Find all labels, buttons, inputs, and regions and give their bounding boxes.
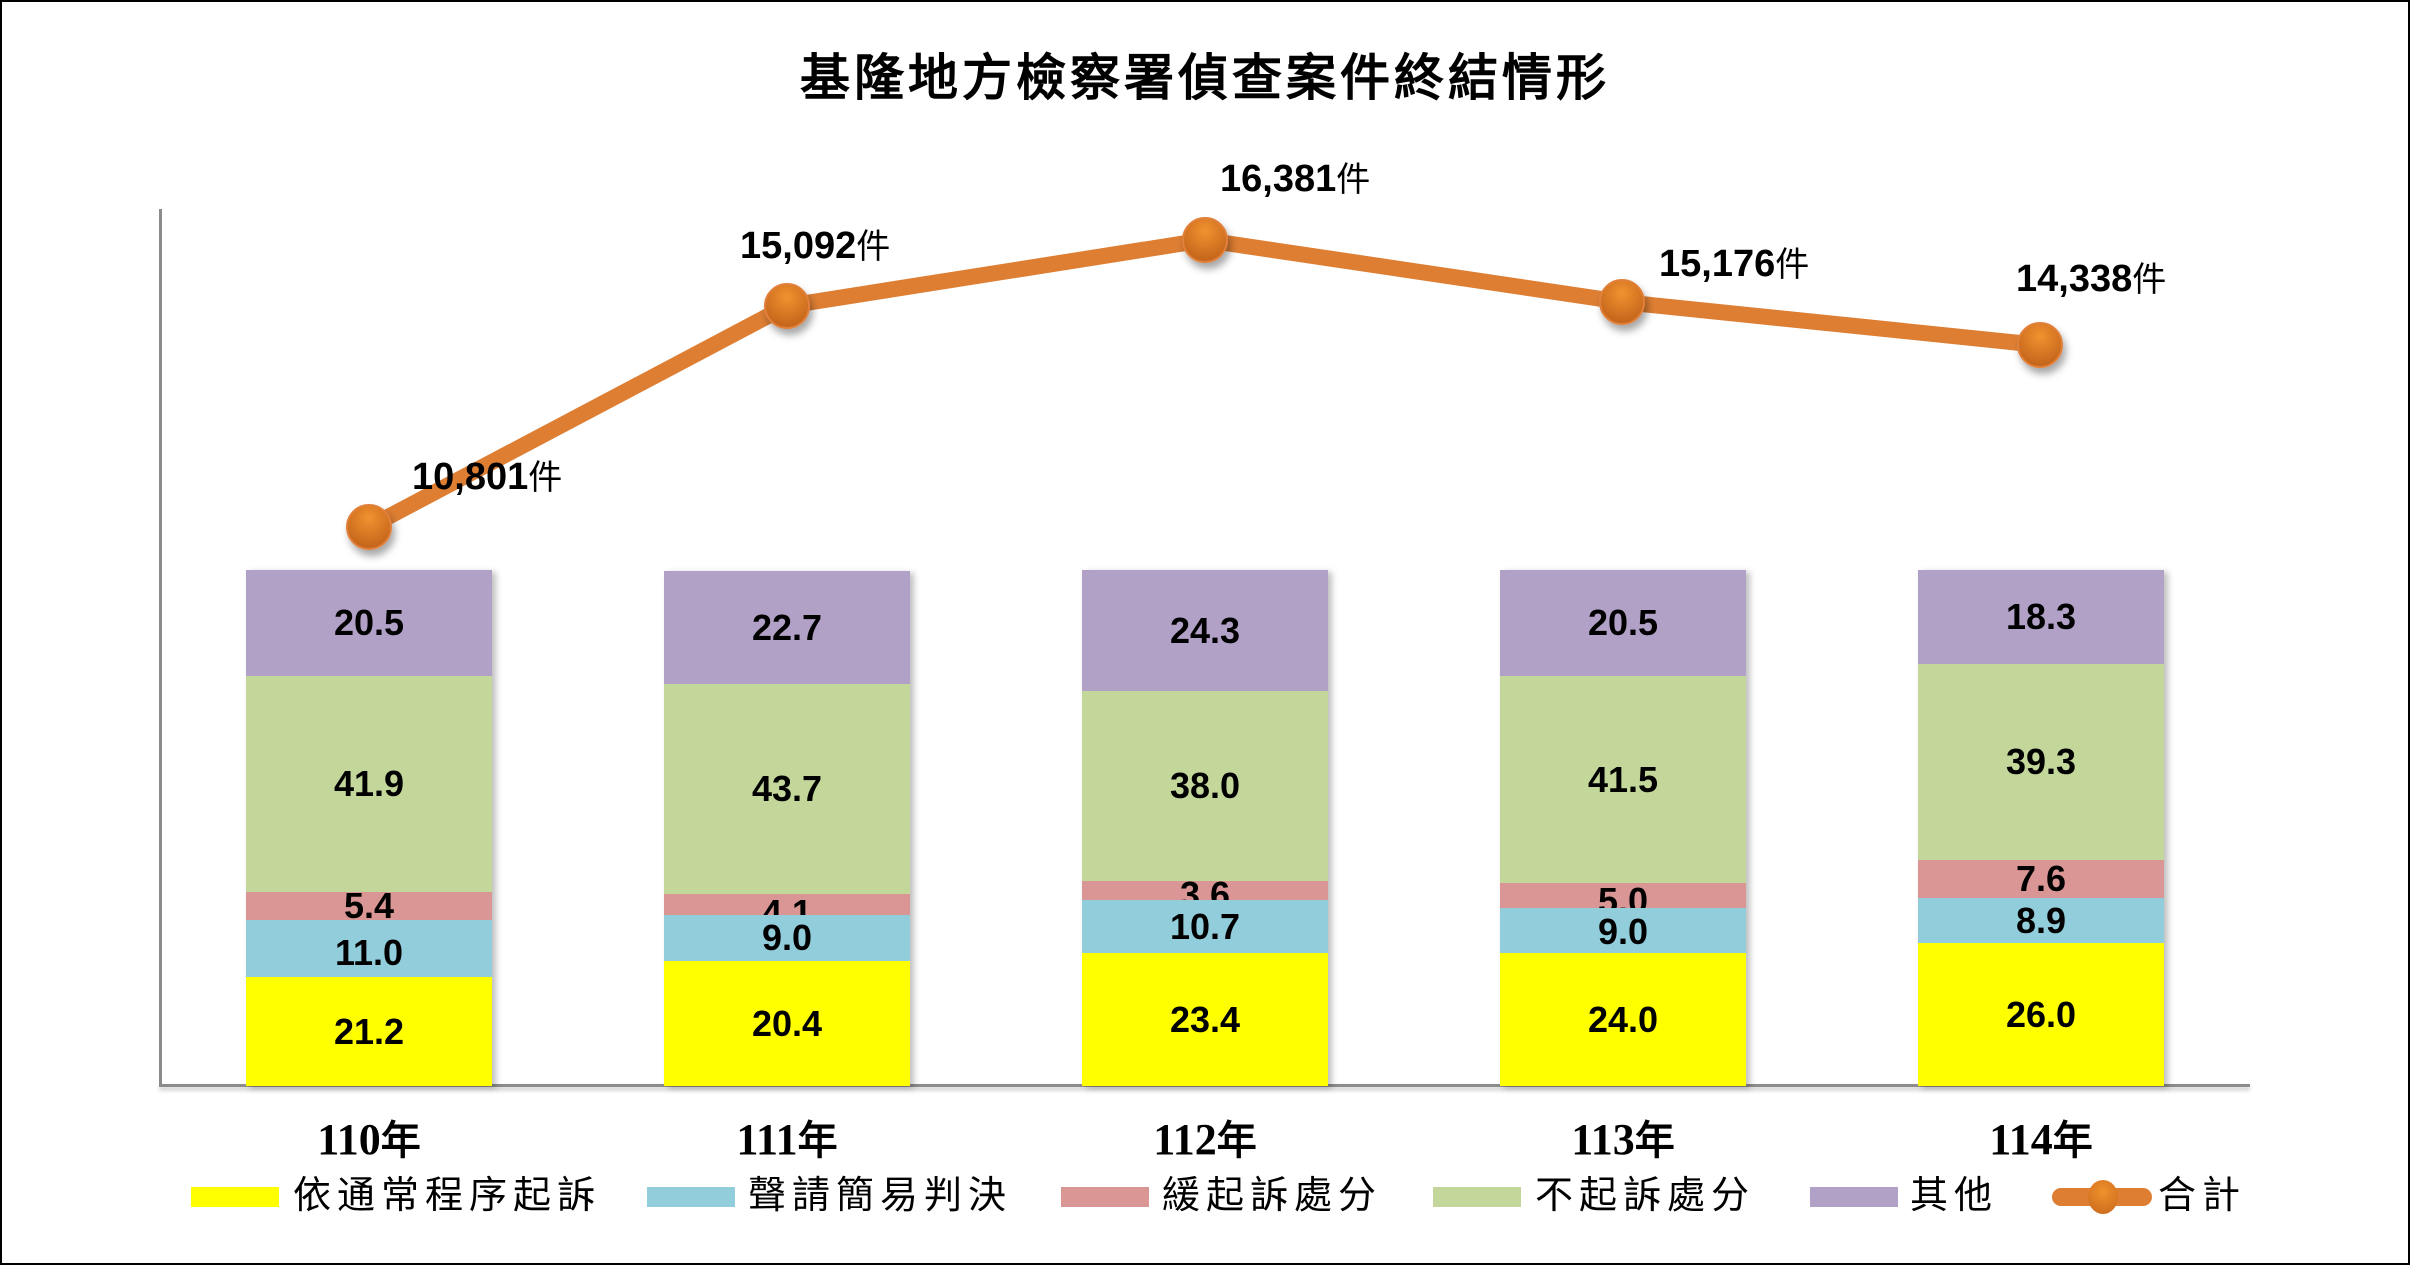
total-label-113: 15,176件 [1659, 245, 1809, 283]
x-label-suffix: 年 [2052, 1117, 2093, 1164]
segment-label: 7.6 [2015, 858, 2067, 899]
segment-indictment: 20.4 [664, 961, 910, 1086]
bar-113: 20.5 41.5 5.0 9.0 24.0 [1500, 570, 1746, 1086]
segment-non-prosecution: 41.9 [246, 676, 492, 892]
x-label-113: 113年 [1500, 1118, 1746, 1162]
x-label-year: 112 [1153, 1115, 1217, 1164]
y-axis-line [159, 209, 162, 1087]
segment-label: 22.7 [751, 606, 823, 648]
segment-indictment: 23.4 [1082, 953, 1328, 1086]
segment-label: 24.3 [1169, 609, 1241, 651]
total-unit: 件 [2132, 260, 2167, 300]
segment-label: 24.0 [1587, 998, 1659, 1040]
total-unit: 件 [1336, 160, 1371, 200]
total-label-114: 14,338件 [2016, 260, 2166, 298]
segment-label: 10.7 [1169, 905, 1241, 947]
segment-label: 9.0 [1597, 910, 1649, 952]
segment-label: 26.0 [2005, 993, 2077, 1035]
total-unit: 件 [856, 227, 891, 267]
segment-summary-judgment: 11.0 [246, 920, 492, 977]
legend-label-indictment: 依通常程序起訴 [293, 1173, 602, 1217]
total-value: 15,092 [740, 225, 857, 267]
segment-label: 9.0 [761, 917, 813, 958]
x-label-114: 114年 [1918, 1118, 2164, 1162]
x-label-110: 110年 [246, 1118, 492, 1162]
segment-summary-judgment: 8.9 [1918, 898, 2164, 943]
segment-non-prosecution: 39.3 [1918, 664, 2164, 860]
segment-non-prosecution: 41.5 [1500, 676, 1746, 883]
segment-summary-judgment: 10.7 [1082, 900, 1328, 953]
legend-swatch-non-prosecution [1433, 1187, 1521, 1207]
bar-111: 22.7 43.7 4.1 9.0 20.4 [664, 571, 910, 1086]
x-label-year: 113 [1571, 1115, 1635, 1164]
segment-label: 18.3 [2005, 596, 2077, 637]
segment-deferred-prosecution: 3.6 [1082, 876, 1328, 912]
segment-summary-judgment: 9.0 [664, 915, 910, 961]
total-value: 15,176 [1659, 243, 1776, 285]
x-label-111: 111年 [664, 1118, 910, 1162]
x-label-suffix: 年 [380, 1117, 421, 1164]
bar-110: 20.5 41.9 5.4 11.0 21.2 [246, 570, 492, 1086]
segment-deferred-prosecution: 5.4 [246, 888, 492, 924]
segment-label: 20.4 [751, 1002, 823, 1044]
x-label-year: 110 [317, 1115, 381, 1164]
segment-other: 18.3 [1918, 570, 2164, 664]
segment-label: 23.4 [1169, 998, 1241, 1040]
total-label-111: 15,092件 [740, 227, 890, 265]
legend-swatch-indictment [191, 1187, 279, 1207]
segment-label: 20.5 [333, 602, 405, 643]
legend-swatch-other [1810, 1187, 1898, 1207]
segment-other: 20.5 [246, 570, 492, 676]
segment-non-prosecution: 43.7 [664, 684, 910, 894]
x-label-suffix: 年 [797, 1117, 838, 1164]
legend-label-total: 合計 [2158, 1173, 2247, 1217]
legend-marker-total-icon [2088, 1180, 2118, 1214]
segment-label: 41.5 [1587, 758, 1659, 800]
segment-other: 24.3 [1082, 570, 1328, 691]
x-label-suffix: 年 [1216, 1117, 1257, 1164]
total-value: 14,338 [2016, 258, 2133, 300]
segment-label: 41.9 [333, 763, 405, 804]
segment-deferred-prosecution: 4.1 [664, 894, 910, 930]
segment-summary-judgment: 9.0 [1500, 908, 1746, 953]
x-label-year: 114 [1989, 1115, 2053, 1164]
segment-indictment: 24.0 [1500, 953, 1746, 1086]
total-value: 16,381 [1220, 158, 1337, 200]
x-label-suffix: 年 [1634, 1117, 1675, 1164]
legend-label-other: 其他 [1910, 1173, 1999, 1217]
segment-label: 5.4 [343, 885, 395, 926]
x-label-112: 112年 [1082, 1118, 1328, 1162]
segment-indictment: 21.2 [246, 977, 492, 1086]
segment-other: 22.7 [664, 571, 910, 684]
x-label-year: 111 [736, 1115, 798, 1164]
legend-label-summary-judgment: 聲請簡易判決 [748, 1173, 1013, 1217]
bar-112: 24.3 38.0 3.6 10.7 23.4 [1082, 570, 1328, 1086]
segment-deferred-prosecution: 5.0 [1500, 882, 1746, 918]
segment-label: 8.9 [2015, 899, 2067, 941]
legend-label-non-prosecution: 不起訴處分 [1535, 1173, 1756, 1217]
segment-deferred-prosecution: 7.6 [1918, 860, 2164, 898]
segment-label: 20.5 [1587, 602, 1659, 643]
segment-non-prosecution: 38.0 [1082, 691, 1328, 881]
segment-indictment: 26.0 [1918, 943, 2164, 1086]
legend-swatch-summary-judgment [647, 1187, 735, 1207]
total-value: 10,801 [412, 456, 529, 498]
total-unit: 件 [1775, 245, 1810, 285]
chart-title: 基隆地方檢察署偵查案件終結情形 [800, 48, 1610, 107]
segment-label: 21.2 [333, 1010, 405, 1052]
legend-label-deferred-prosecution: 緩起訴處分 [1162, 1173, 1383, 1217]
segment-other: 20.5 [1500, 570, 1746, 676]
segment-label: 39.3 [2005, 741, 2077, 782]
segment-label: 11.0 [334, 931, 404, 973]
segment-label: 43.7 [751, 768, 823, 809]
total-unit: 件 [528, 458, 563, 498]
segment-label: 38.0 [1169, 765, 1241, 806]
bar-114: 18.3 39.3 7.6 8.9 26.0 [1918, 570, 2164, 1086]
total-label-112: 16,381件 [1220, 160, 1370, 198]
legend-swatch-deferred-prosecution [1061, 1187, 1149, 1207]
total-label-110: 10,801件 [412, 458, 562, 496]
